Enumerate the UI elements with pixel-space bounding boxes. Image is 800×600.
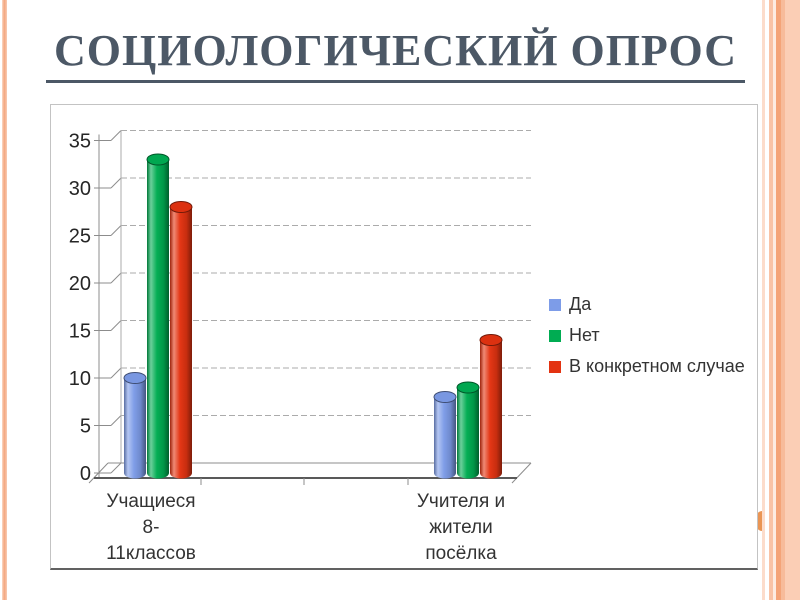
legend-label-yes: Да bbox=[569, 294, 592, 314]
legend-item-no: Нет bbox=[549, 325, 745, 346]
bar-В конкретном случае-cat1 bbox=[169, 201, 193, 479]
bar-Нет-cat2 bbox=[456, 381, 480, 479]
floor-left-edge bbox=[88, 462, 109, 484]
y-axis-label: 35 bbox=[69, 131, 91, 153]
y-axis-label: 20 bbox=[69, 273, 91, 295]
legend-item-yes: Да bbox=[549, 294, 745, 315]
gridline-connector bbox=[110, 415, 122, 426]
x-axis-category-label: посёлка bbox=[425, 543, 497, 564]
legend-swatch-no-icon bbox=[549, 329, 561, 342]
chart-legend: Да Нет В конкретном случае bbox=[549, 294, 745, 387]
gridline-connector bbox=[110, 177, 122, 189]
legend-swatch-yes-icon bbox=[549, 298, 561, 311]
legend-item-specific-case: В конкретном случае bbox=[549, 356, 745, 377]
slide-title: СОЦИОЛОГИЧЕСКИЙ ОПРОС bbox=[46, 26, 746, 83]
gridline-connector bbox=[110, 320, 122, 331]
gridline-connector bbox=[110, 130, 122, 141]
gridline-connector bbox=[110, 225, 122, 236]
floor-right-edge bbox=[511, 462, 532, 484]
y-axis-label: 0 bbox=[80, 463, 91, 485]
right-accent-border bbox=[762, 0, 800, 600]
x-axis-category-label: 8- bbox=[143, 517, 160, 538]
y-axis-label: 5 bbox=[80, 416, 91, 438]
y-axis-label: 30 bbox=[69, 178, 91, 200]
bar-chart: 0 5 10 15 20 25 30 35 Учащиеся 8- 11классов Учителя… bbox=[69, 130, 532, 564]
bar-Нет-cat1 bbox=[146, 153, 170, 479]
chart-container: 0 5 10 15 20 25 30 35 Учащиеся 8- 11классов Учителя… bbox=[50, 104, 758, 570]
x-axis-category-label: Учащиеся bbox=[106, 491, 195, 512]
x-axis-category-label: 11классов bbox=[106, 543, 196, 564]
gridline-connector bbox=[110, 272, 122, 284]
gridline-connector bbox=[110, 462, 122, 474]
x-axis-category-label: Учителя и bbox=[417, 491, 505, 512]
left-accent-border bbox=[2, 0, 7, 600]
x-axis-category-label: жители bbox=[429, 517, 492, 538]
legend-swatch-specific-case-icon bbox=[549, 360, 561, 373]
legend-label-specific-case: В конкретном случае bbox=[569, 356, 745, 376]
gridline-connector bbox=[110, 367, 122, 379]
bar-В конкретном случае-cat2 bbox=[479, 334, 503, 479]
right-border-bump-icon bbox=[755, 511, 762, 531]
y-axis-label: 15 bbox=[69, 321, 91, 343]
bar-Да-cat1 bbox=[123, 372, 147, 479]
y-axis-label: 25 bbox=[69, 226, 91, 248]
y-axis-label: 10 bbox=[69, 368, 91, 390]
bar-Да-cat2 bbox=[433, 391, 457, 479]
legend-label-no: Нет bbox=[569, 325, 600, 345]
